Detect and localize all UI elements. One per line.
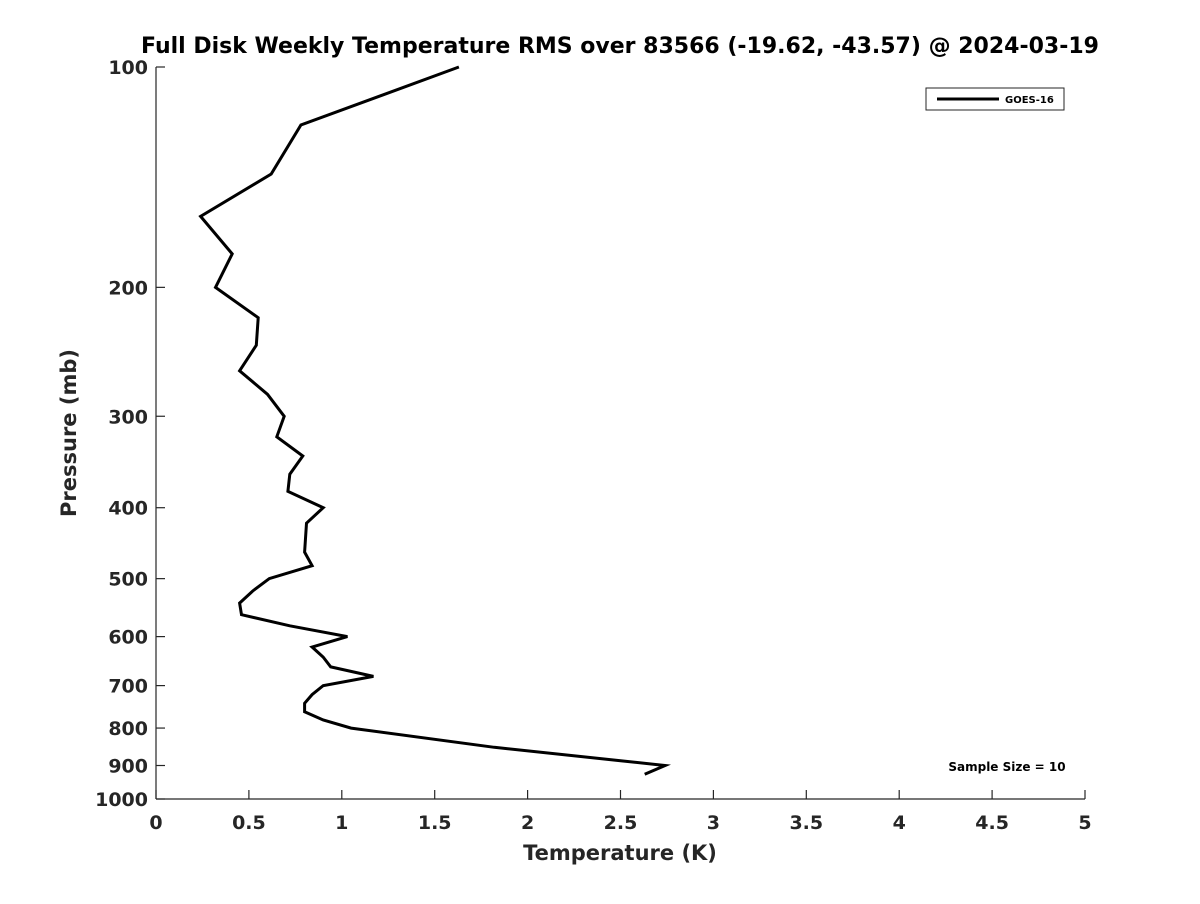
sample-size-annotation: Sample Size = 10 xyxy=(948,760,1065,774)
legend: GOES-16 xyxy=(925,87,1065,111)
x-tick-label: 5 xyxy=(1078,812,1091,834)
y-tick-label: 800 xyxy=(108,718,148,740)
series-line-goes-16 xyxy=(198,65,671,776)
x-tick-label: 2 xyxy=(521,812,534,834)
y-axis-label: Pressure (mb) xyxy=(57,349,81,517)
y-tick-label: 200 xyxy=(108,277,148,299)
x-tick-label: 3 xyxy=(707,812,720,834)
x-tick-label: 1 xyxy=(335,812,348,834)
y-tick-label: 400 xyxy=(108,498,148,520)
x-axis-label: Temperature (K) xyxy=(523,841,717,865)
x-tick-label: 0.5 xyxy=(232,812,266,834)
y-tick-label: 1000 xyxy=(95,789,148,811)
y-tick-label: 900 xyxy=(108,756,148,778)
y-tick-label: 300 xyxy=(108,406,148,428)
x-tick-label: 4 xyxy=(893,812,906,834)
x-tick-label: 2.5 xyxy=(604,812,638,834)
y-tick-label: 700 xyxy=(108,676,148,698)
x-tick-label: 4.5 xyxy=(975,812,1009,834)
y-tick-label: 100 xyxy=(108,57,148,79)
legend-label-goes-16: GOES-16 xyxy=(1005,95,1054,106)
ticks: 0 0.5 1 1.5 2 2.5 3 3.5 4 4.5 5 100 200 300 400 500 600 7… xyxy=(95,57,1092,834)
x-tick-label: 0 xyxy=(149,812,162,834)
y-tick-label: 500 xyxy=(108,569,148,591)
chart-title: Full Disk Weekly Temperature RMS over 83… xyxy=(141,34,1099,59)
x-tick-label: 3.5 xyxy=(789,812,823,834)
y-tick-label: 600 xyxy=(108,627,148,649)
axes xyxy=(155,67,1085,800)
x-tick-label: 1.5 xyxy=(418,812,452,834)
